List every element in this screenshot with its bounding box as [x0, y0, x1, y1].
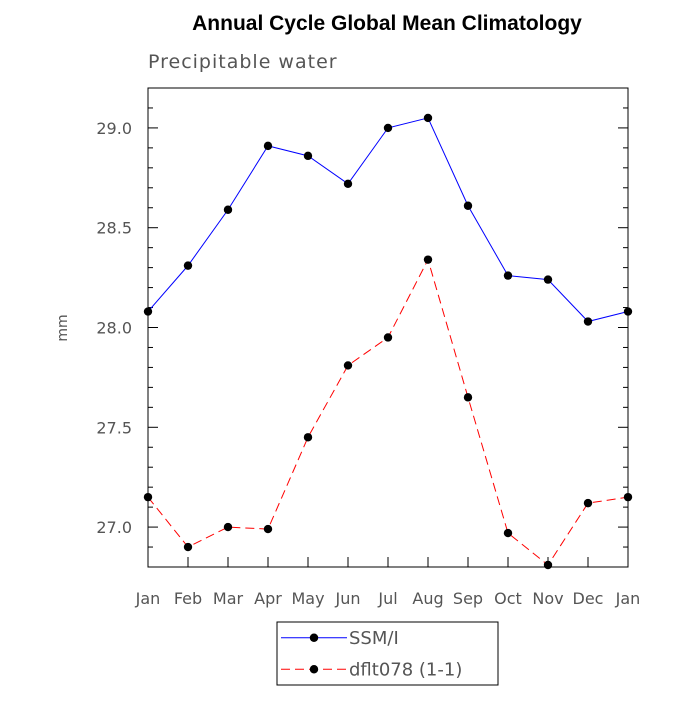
- series-line-2: [147, 258, 629, 566]
- data-point-series-2: [183, 542, 193, 552]
- data-point-series-1: [343, 179, 353, 188]
- x-tick-label: Apr: [254, 589, 282, 608]
- plot-frame: [147, 87, 629, 568]
- y-tick-label: 27.5: [96, 418, 132, 437]
- data-point-series-1: [503, 271, 513, 280]
- data-point-series-2: [423, 255, 433, 264]
- y-tick-label: 28.5: [96, 219, 132, 238]
- chart-subtitle: Precipitable water: [148, 51, 338, 73]
- x-tick-label: Jun: [335, 589, 361, 608]
- legend-marker-2: [309, 665, 319, 674]
- x-tick-label: Feb: [174, 589, 202, 608]
- data-point-series-2: [223, 522, 233, 532]
- data-point-series-1: [183, 261, 193, 270]
- data-point-series-2: [583, 498, 593, 508]
- data-point-series-2: [463, 393, 473, 402]
- series-line-1: [147, 117, 629, 323]
- x-tick-label: Aug: [412, 589, 443, 608]
- data-point-series-2: [543, 560, 553, 570]
- x-tick-label: Dec: [573, 589, 604, 608]
- y-tick-label: 27.0: [96, 518, 132, 537]
- legend-label-2: dflt078 (1-1): [349, 659, 462, 680]
- data-point-series-1: [223, 205, 233, 214]
- data-point-series-1: [463, 201, 473, 210]
- data-point-series-2: [343, 361, 353, 370]
- data-point-series-1: [143, 307, 153, 316]
- axes: 27.0 27.5 28.0 28.5 29.0 Jan Feb Mar Apr May Jun Ju…: [96, 87, 641, 608]
- data-point-series-1: [583, 317, 593, 326]
- x-tick-label: Mar: [213, 589, 244, 608]
- data-point-series-1: [303, 151, 313, 161]
- x-tick-label: Jan: [615, 589, 641, 608]
- legend-box: [276, 621, 499, 686]
- series-group: [143, 113, 633, 570]
- data-point-series-1: [423, 113, 433, 123]
- data-point-series-2: [143, 492, 153, 502]
- x-tick-label: Sep: [453, 589, 483, 608]
- x-tick-label: Jul: [377, 589, 397, 608]
- data-point-series-1: [543, 275, 553, 284]
- x-tick-label: Oct: [494, 589, 522, 608]
- data-point-series-1: [623, 307, 633, 316]
- data-point-series-1: [263, 141, 273, 151]
- legend-label-1: SSM/I: [349, 628, 399, 649]
- chart-title: Annual Cycle Global Mean Climatology: [192, 12, 582, 35]
- x-tick-label: May: [291, 589, 324, 608]
- data-point-series-2: [303, 433, 313, 442]
- x-tick-label: Nov: [532, 589, 563, 608]
- legend: SSM/I dflt078 (1-1): [276, 621, 499, 686]
- data-point-series-1: [383, 123, 393, 133]
- y-tick-label: 28.0: [96, 319, 132, 338]
- data-point-series-2: [623, 492, 633, 502]
- data-point-series-2: [263, 524, 273, 534]
- y-tick-label: 29.0: [96, 119, 132, 138]
- x-tick-label: Jan: [135, 589, 161, 608]
- data-point-series-2: [383, 333, 393, 342]
- data-point-series-2: [503, 528, 513, 538]
- y-axis-label: mm: [55, 314, 71, 341]
- legend-marker-1: [309, 633, 319, 642]
